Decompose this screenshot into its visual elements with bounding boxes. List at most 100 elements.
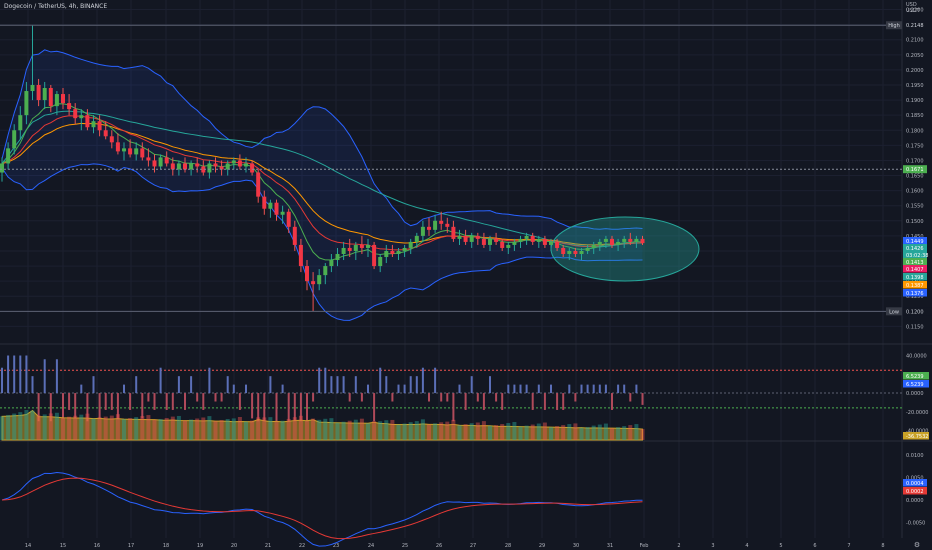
volume-bar (347, 420, 352, 440)
rsi-hist-bar (586, 384, 589, 394)
rsi-hist-bar (617, 384, 620, 394)
rsi-hist-bar (135, 376, 138, 394)
low-tag: Low (889, 309, 899, 315)
volume-bar (48, 413, 53, 440)
rsi-hist-bar (397, 384, 400, 394)
rsi-hist-bar (226, 376, 229, 394)
volume-bar (91, 418, 96, 440)
candle-body (97, 121, 102, 131)
rsi-hist-bar (19, 355, 22, 394)
rsi-hist-bar (7, 355, 10, 394)
candle (549, 238, 553, 251)
candle (183, 157, 187, 173)
candle-body (134, 148, 139, 155)
rsi-hist-bar (92, 376, 95, 394)
candle (73, 103, 78, 125)
rsi-hist-bar (208, 367, 211, 394)
candle (567, 247, 572, 261)
volume-bar (176, 415, 181, 440)
volume-bar (122, 419, 126, 440)
candle-body (0, 163, 4, 173)
rsi-hist-bar (348, 393, 351, 402)
volume-bar (225, 419, 230, 440)
rsi-hist-bar (342, 376, 345, 394)
rsi-hist-bar (299, 393, 302, 422)
rsi-hist-bar (177, 376, 180, 394)
time-tick: 18 (163, 543, 169, 549)
price-label-box (903, 251, 927, 259)
candle-body (317, 275, 322, 285)
candle (170, 157, 175, 176)
macd-label-box (903, 487, 927, 495)
rsi-hist-bar (385, 376, 388, 394)
volume-bar (274, 421, 279, 440)
candle (420, 220, 425, 242)
volume-bar (506, 423, 511, 440)
volume-bar (0, 416, 4, 440)
settings-icon: ⚙ (914, 541, 920, 549)
rsi-hist-bar (129, 393, 132, 410)
time-tick: 21 (265, 543, 271, 549)
candle-body (48, 88, 53, 107)
candle-body (408, 241, 413, 248)
price-tick: 0.1550 (906, 204, 924, 210)
price-label: 0.1407 (906, 267, 924, 273)
price-label: 0.1426 (906, 246, 924, 252)
candle (225, 160, 230, 176)
rsi-hist-bar (421, 367, 424, 394)
candle (146, 148, 151, 167)
candle-body (549, 241, 553, 245)
candle-body (146, 157, 151, 161)
rsi-label: 6.5239 (906, 374, 924, 380)
rsi-hist-bar (611, 393, 613, 410)
volume-bar (244, 421, 248, 440)
candle-body (384, 250, 389, 258)
volume-bar (128, 418, 133, 440)
volume-bar (12, 413, 17, 440)
candle (237, 154, 242, 170)
candle-body (475, 235, 480, 239)
candle (524, 232, 529, 245)
candle (18, 106, 23, 140)
candle (250, 160, 255, 176)
candle (390, 244, 395, 258)
rsi-hist-bar (293, 393, 296, 422)
volume-bar (610, 428, 614, 440)
rsi-hist-bar (379, 367, 382, 394)
candle (561, 244, 566, 258)
candle (213, 157, 218, 173)
candle (122, 142, 126, 161)
rsi-hist-bar (116, 393, 119, 419)
time-tick: Feb (640, 543, 649, 549)
rsi-hist-bar (202, 393, 205, 410)
rsi-hist-bar (452, 393, 455, 422)
volume-bar (372, 421, 377, 440)
volume-bar (335, 422, 340, 440)
rsi-hist-bar (482, 393, 485, 410)
volume-bar (109, 415, 114, 440)
candle (176, 160, 181, 176)
candle (585, 244, 590, 254)
candle-body (616, 241, 621, 245)
candle-body (597, 241, 602, 245)
volume-bar (79, 414, 84, 440)
volume-bar (433, 423, 438, 440)
rsi-hist-bar (324, 367, 327, 394)
candle (134, 142, 139, 161)
candle (335, 247, 340, 267)
volume-bar (134, 417, 139, 440)
rsi-hist-bar (513, 384, 516, 394)
candle-body (305, 266, 309, 282)
time-tick: 4 (745, 543, 748, 549)
volume-bar (561, 425, 566, 440)
candle-body (445, 223, 450, 227)
volume-bar (366, 423, 370, 440)
time-tick: 27 (470, 543, 476, 549)
rsi-hist-bar (464, 393, 467, 410)
volume-bar (305, 420, 309, 440)
macd-label-box (903, 479, 927, 487)
candle-body (286, 211, 291, 227)
chart-title: Dogecoin / TetherUS, 4h, BINANCE (4, 3, 108, 10)
volume-bar (597, 424, 602, 440)
